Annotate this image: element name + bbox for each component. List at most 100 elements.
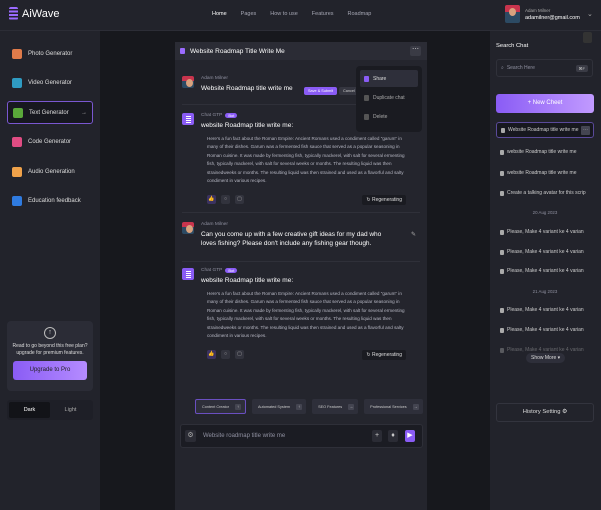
upgrade-button[interactable]: Upgrade to Pro — [13, 361, 87, 380]
tool-video-generator[interactable]: Video Generator — [7, 71, 93, 94]
nav-pages[interactable]: Pages — [240, 11, 257, 17]
message-author: Chat GTP Bot — [201, 113, 238, 118]
history-label: Please, Make 4 variant ke 4 varian — [507, 268, 584, 274]
search-chat-input[interactable]: ⌕ Search Here ⌘F — [496, 59, 593, 77]
copy-icon[interactable]: ▢ — [235, 350, 244, 359]
copy-icon[interactable]: ▢ — [235, 195, 244, 204]
brand-name: AiWave — [22, 7, 60, 20]
history-item[interactable]: Please, Make 4 variant ke 4 varian — [496, 302, 594, 318]
history-item[interactable]: website Roadmap title write me — [496, 165, 594, 181]
chip-label: Automated System — [258, 404, 291, 409]
new-chat-button[interactable]: + New Cheet — [496, 94, 594, 113]
history-item[interactable]: Create a talking avatar for this scrip — [496, 185, 594, 201]
history-item[interactable]: Please, Make 4 variant ke 4 varian — [496, 224, 594, 240]
lightbulb-icon[interactable]: ○ — [221, 350, 230, 359]
top-header: AiWave Home Pages How to use Features Ro… — [0, 0, 601, 31]
message-author: Adam Milner — [201, 222, 228, 227]
bot-avatar — [182, 113, 194, 125]
left-sidebar: Photo Generator Video Generator Text Gen… — [0, 31, 100, 510]
tool-education-feedback[interactable]: Education feedback — [7, 189, 93, 212]
history-item[interactable]: Please, Make 4 variant ke 4 varian — [496, 244, 594, 260]
chat-header: Website Roadmap Title Write Me ⋯ — [175, 42, 427, 60]
education-icon — [12, 195, 22, 206]
suggestion-chips: Content Creator ↑ Automated System ↑ SEO F… — [195, 399, 423, 414]
chip-professional-services[interactable]: Professional Services → — [364, 399, 423, 414]
message-body: Here's a fun fact about the Roman Empire… — [207, 136, 405, 184]
arrow-up-icon: ↑ — [44, 327, 56, 339]
lightbulb-icon[interactable]: ○ — [221, 195, 230, 204]
message-body: Here's a fun fact about the Roman Empire… — [207, 291, 405, 339]
attach-plus-button[interactable]: + — [372, 430, 382, 442]
chat-title: Website Roadmap Title Write Me — [190, 47, 285, 55]
message-input-bar: ⚙ Website roadmap title write me + ♦ ▶ — [180, 424, 423, 448]
search-chat-title: Search Chat — [496, 43, 529, 49]
edit-icon[interactable]: ✎ — [410, 232, 416, 238]
cancel-button[interactable]: Cancel — [339, 87, 359, 95]
shortcut-badge: ⌘F — [575, 64, 588, 72]
bot-avatar — [182, 268, 194, 280]
tool-text-generator[interactable]: Text Generator → — [7, 101, 93, 124]
user-email: adamilner@gmail.com — [525, 14, 580, 21]
thumbs-up-icon[interactable]: 👍 — [207, 195, 216, 204]
chip-seo-features[interactable]: SEO Features → — [312, 399, 359, 414]
history-item-active[interactable]: Website Roadmap title write me ⋯ — [496, 122, 594, 138]
collapse-panel-icon[interactable] — [583, 32, 592, 43]
avatar — [505, 5, 520, 23]
menu-label: Duplicate chat — [373, 94, 405, 101]
photo-icon — [12, 48, 22, 59]
right-sidebar: Search Chat ⌕ Search Here ⌘F + New Cheet W… — [490, 31, 601, 510]
settings-icon[interactable]: ⚙ — [185, 430, 196, 442]
chip-automated-system[interactable]: Automated System ↑ — [252, 399, 307, 414]
user-menu[interactable]: Adam Milner adamilner@gmail.com — [505, 5, 580, 23]
menu-label: Delete — [373, 113, 388, 120]
menu-delete[interactable]: Delete — [360, 108, 418, 125]
message-actions: 👍 ○ ▢ — [207, 350, 244, 359]
theme-light[interactable]: Light — [64, 407, 77, 413]
tool-code-generator[interactable]: Code Generator — [7, 130, 93, 153]
save-submit-button[interactable]: Save & Submit — [304, 87, 338, 95]
history-item[interactable]: Please, Make 4 variant ke 4 varian — [496, 342, 594, 358]
video-icon — [12, 77, 22, 88]
logo-icon — [9, 7, 18, 20]
theme-dark[interactable]: Dark — [9, 402, 50, 418]
nav-features[interactable]: Features — [311, 11, 334, 17]
message-actions: 👍 ○ ▢ — [207, 195, 244, 204]
chat-options-menu: Share Duplicate chat Delete — [356, 66, 422, 132]
logo[interactable]: AiWave — [9, 7, 60, 20]
nav-roadmap[interactable]: Roadmap — [347, 11, 372, 17]
nav-home[interactable]: Home — [212, 11, 227, 17]
history-label: Please, Make 4 variant ke 4 varian — [507, 307, 584, 313]
tool-audio-generation[interactable]: Audio Generation — [7, 160, 93, 183]
more-options-button[interactable]: ⋯ — [581, 126, 590, 135]
nav-how-to-use[interactable]: How to use — [270, 11, 298, 17]
message-input[interactable]: Website roadmap title write me — [203, 433, 286, 439]
audio-icon — [12, 166, 22, 177]
show-more-button[interactable]: Show More ▾ — [526, 353, 566, 363]
send-button[interactable]: ▶ — [405, 430, 415, 442]
history-item[interactable]: website Roadmap title write me — [496, 144, 594, 160]
menu-share[interactable]: Share — [360, 70, 418, 87]
history-setting-button[interactable]: History Setting ⚙ — [496, 403, 594, 422]
arrow-up-icon: ↑ — [235, 403, 242, 410]
divider — [182, 104, 420, 105]
user-message: Adam Milner Can you come up with a few c… — [182, 222, 420, 250]
more-options-button[interactable]: ⋯ — [410, 46, 421, 56]
regenerate-button[interactable]: ↻ Regenerating — [362, 350, 406, 360]
history-item[interactable]: Please, Make 4 variant ke 4 varian — [496, 322, 594, 338]
chevron-down-icon[interactable]: ⌄ — [587, 11, 593, 18]
bot-message: Chat GTP Bot website Roadmap title write … — [182, 113, 420, 208]
menu-duplicate-chat[interactable]: Duplicate chat — [360, 89, 418, 106]
chip-label: Professional Services — [370, 404, 407, 409]
voice-icon[interactable]: ♦ — [388, 430, 398, 442]
bot-message: Chat GTP Bot website Roadmap title write … — [182, 268, 420, 363]
author-name: Chat GTP — [201, 113, 223, 118]
regenerate-button[interactable]: ↻ Regenerating — [362, 195, 406, 205]
duplicate-icon — [364, 94, 369, 101]
history-label: website Roadmap title write me — [507, 170, 577, 176]
thumbs-up-icon[interactable]: 👍 — [207, 350, 216, 359]
bot-badge: Bot — [225, 113, 238, 118]
editable-message-text[interactable]: Website Roadmap title write me — [201, 85, 293, 92]
tool-photo-generator[interactable]: Photo Generator — [7, 42, 93, 65]
history-item[interactable]: Please, Make 4 variant ke 4 varian — [496, 263, 594, 279]
chip-content-creator[interactable]: Content Creator ↑ — [195, 399, 247, 414]
